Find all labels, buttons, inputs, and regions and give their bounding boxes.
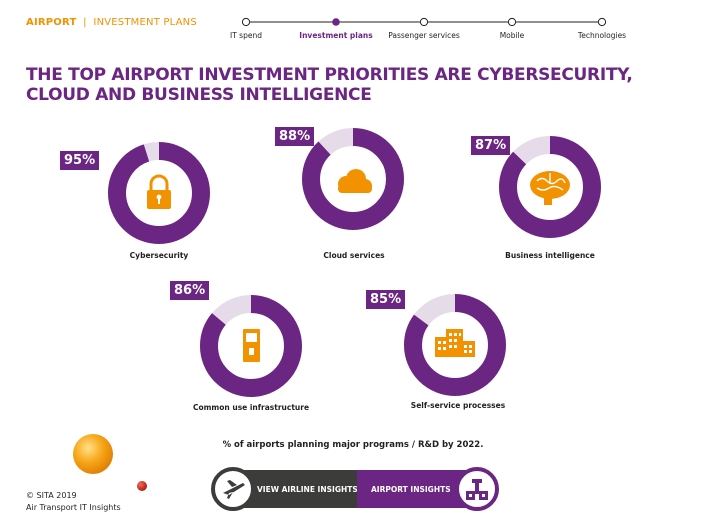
donut-cloud-services xyxy=(300,126,406,236)
donut-svg xyxy=(200,295,302,397)
nav-step-it-spend[interactable]: IT spend xyxy=(230,31,262,40)
breadcrumb-separator: | xyxy=(83,17,87,28)
orange-orb xyxy=(73,434,113,474)
donut-self-service-processes xyxy=(402,292,508,402)
nav-step-technologies[interactable]: Technologies xyxy=(577,31,627,40)
copyright-text: © SITA 2019 xyxy=(26,491,77,500)
value-badge-business-intelligence: 87% xyxy=(471,136,511,155)
donut-business-intelligence xyxy=(497,134,603,244)
value-badge-common-use-infrastructure: 86% xyxy=(170,281,210,300)
nav-step-dot[interactable] xyxy=(507,17,517,27)
decorative-orbs xyxy=(73,434,147,491)
donut-arc xyxy=(200,295,302,397)
airport-insights-icon-circle[interactable] xyxy=(455,467,499,511)
building-icon xyxy=(435,329,475,357)
category-label-self-service-processes: Self-service processes xyxy=(410,401,506,410)
donut-arc xyxy=(302,128,404,230)
donut-arc xyxy=(404,294,506,396)
donut-svg xyxy=(404,294,506,396)
airport-tower-icon xyxy=(466,479,488,500)
brain-icon xyxy=(530,171,570,205)
page-title: THE TOP AIRPORT INVESTMENT PRIORITIES AR… xyxy=(26,65,633,105)
chart-caption: % of airports planning major programs / … xyxy=(222,440,484,450)
category-label-cloud-services: Cloud services xyxy=(323,251,385,260)
cloud-icon xyxy=(338,169,372,193)
airport-insights-label: AIRPORT INSIGHTS xyxy=(371,485,451,494)
donut-common-use-infrastructure xyxy=(198,293,304,403)
report-name: Air Transport IT Insights xyxy=(26,503,121,512)
category-label-common-use-infrastructure: Common use infrastructure xyxy=(192,403,310,412)
nav-step-dot[interactable] xyxy=(419,17,429,27)
donut-svg xyxy=(108,142,210,244)
airplane-icon xyxy=(223,480,245,499)
progress-nav: IT spend Investment plans Passenger serv… xyxy=(230,10,630,44)
nav-step-dot[interactable] xyxy=(597,17,607,27)
nav-step-dot-active[interactable] xyxy=(332,18,340,26)
footer: © SITA 2019 Air Transport IT Insights xyxy=(26,490,121,514)
value-badge-cybersecurity: 95% xyxy=(60,151,100,170)
nav-step-dot[interactable] xyxy=(241,17,251,27)
value-badge-self-service-processes: 85% xyxy=(366,290,406,309)
airline-insights-icon-circle[interactable] xyxy=(211,467,255,511)
donut-arc xyxy=(499,136,601,238)
insights-button-group: VIEW AIRLINE INSIGHTS AIRPORT INSIGHTS xyxy=(209,466,499,512)
nav-step-passenger-services[interactable]: Passenger services xyxy=(388,31,460,40)
breadcrumb-subsection: INVESTMENT PLANS xyxy=(93,17,197,28)
nav-step-mobile[interactable]: Mobile xyxy=(499,31,525,40)
page-title-line-1: THE TOP AIRPORT INVESTMENT PRIORITIES AR… xyxy=(26,65,633,85)
kiosk-icon xyxy=(243,329,260,362)
page-title-line-2: CLOUD AND BUSINESS INTELLIGENCE xyxy=(26,85,372,105)
category-label-business-intelligence: Business intelligence xyxy=(505,251,595,260)
value-badge-cloud-services: 88% xyxy=(275,127,315,146)
donut-svg xyxy=(499,136,601,238)
nav-step-investment-plans[interactable]: Investment plans xyxy=(299,31,373,40)
red-orb xyxy=(137,481,147,491)
donut-arc xyxy=(108,142,210,244)
breadcrumb: AIRPORT | INVESTMENT PLANS xyxy=(26,17,197,28)
donut-svg xyxy=(302,128,404,230)
lock-icon xyxy=(147,174,171,209)
breadcrumb-section: AIRPORT xyxy=(26,17,77,28)
progress-track xyxy=(241,17,607,27)
view-airline-insights-label: VIEW AIRLINE INSIGHTS xyxy=(257,485,358,494)
donut-cybersecurity xyxy=(106,140,212,250)
category-label-cybersecurity: Cybersecurity xyxy=(129,251,189,260)
